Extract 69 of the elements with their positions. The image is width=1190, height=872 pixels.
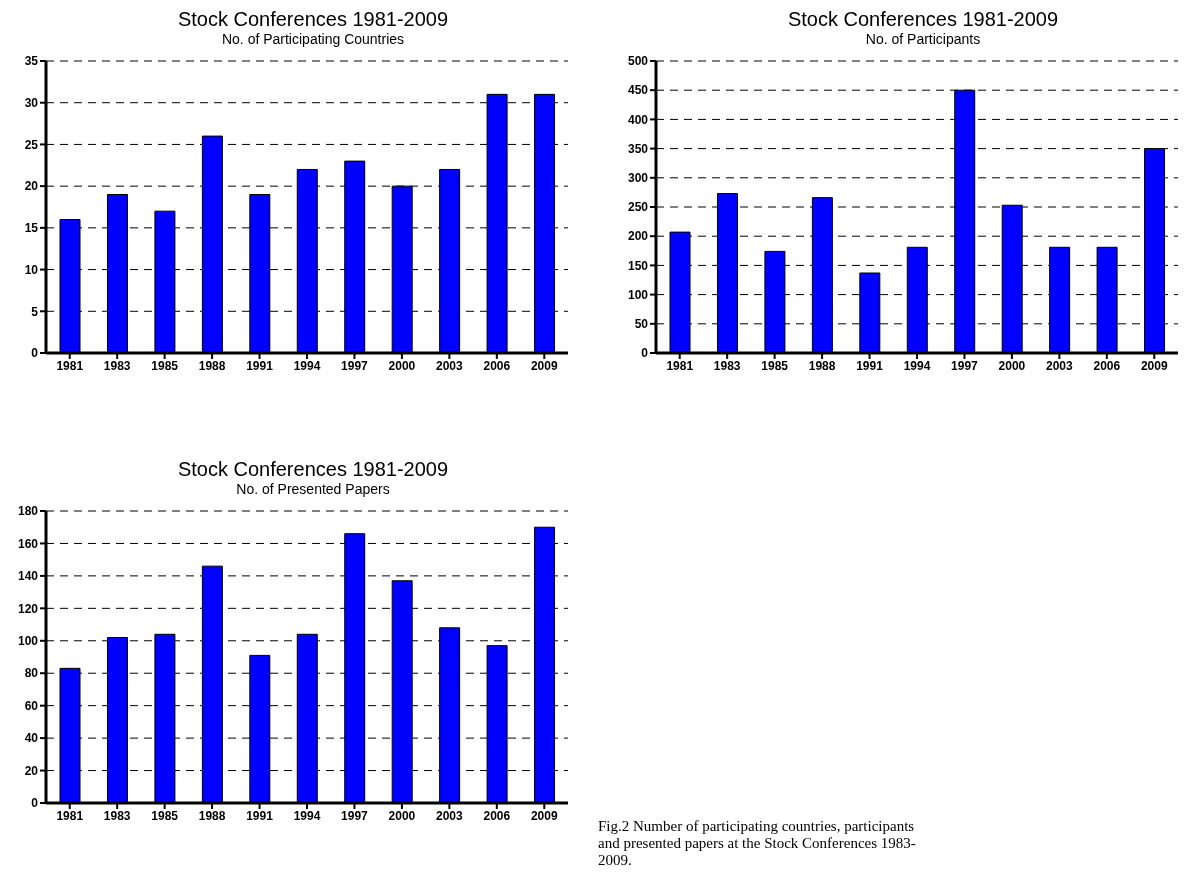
y-tick-label: 300 bbox=[627, 171, 649, 186]
x-tick-label: 2006 bbox=[1093, 358, 1121, 373]
y-tick-label: 25 bbox=[24, 137, 39, 152]
x-tick-label: 1997 bbox=[951, 358, 979, 373]
chart-subtitle: No. of Participating Countries bbox=[220, 31, 406, 47]
chart-title: Stock Conferences 1981-2009 bbox=[786, 8, 1060, 31]
x-tick-label: 2000 bbox=[388, 358, 416, 373]
x-tick-label: 1991 bbox=[856, 358, 884, 373]
y-tick-label: 160 bbox=[17, 536, 39, 551]
y-tick-label: 200 bbox=[627, 229, 649, 244]
chart-title: Stock Conferences 1981-2009 bbox=[176, 458, 450, 481]
caption: Fig.2 Number of participating countries, participants and presented papers at the Stock Conferences 1983-2009. bbox=[598, 818, 917, 869]
y-tick-label: 180 bbox=[17, 504, 39, 519]
chart-subtitle: No. of Participants bbox=[864, 31, 982, 47]
x-tick-label: 1985 bbox=[151, 358, 179, 373]
y-tick-label: 250 bbox=[627, 200, 649, 215]
y-tick-label: 0 bbox=[31, 796, 39, 811]
x-tick-label: 1983 bbox=[103, 358, 131, 373]
x-tick-label: 1985 bbox=[761, 358, 789, 373]
x-tick-label: 1981 bbox=[666, 358, 694, 373]
x-tick-label: 1988 bbox=[808, 358, 836, 373]
y-tick-label: 150 bbox=[627, 258, 649, 273]
y-tick-label: 60 bbox=[24, 698, 39, 713]
chart-title: Stock Conferences 1981-2009 bbox=[176, 8, 450, 31]
y-tick-label: 0 bbox=[641, 346, 649, 361]
x-tick-label: 2000 bbox=[998, 358, 1026, 373]
x-tick-label: 1985 bbox=[151, 808, 179, 823]
y-tick-label: 350 bbox=[627, 141, 649, 156]
x-tick-label: 1983 bbox=[713, 358, 741, 373]
y-tick-label: 140 bbox=[17, 569, 39, 584]
x-tick-label: 1997 bbox=[341, 808, 369, 823]
y-tick-label: 450 bbox=[627, 83, 649, 98]
x-tick-label: 2000 bbox=[388, 808, 416, 823]
y-tick-label: 40 bbox=[24, 731, 39, 746]
y-tick-label: 20 bbox=[24, 763, 39, 778]
x-tick-label: 2003 bbox=[436, 358, 464, 373]
x-tick-label: 1994 bbox=[903, 358, 931, 373]
x-tick-label: 2003 bbox=[1046, 358, 1074, 373]
y-tick-label: 0 bbox=[31, 346, 39, 361]
x-tick-label: 2009 bbox=[530, 358, 558, 373]
y-tick-label: 500 bbox=[627, 54, 649, 69]
chart-subtitle: No. of Presented Papers bbox=[235, 481, 391, 497]
y-tick-label: 100 bbox=[17, 634, 39, 649]
x-tick-label: 1991 bbox=[246, 808, 274, 823]
x-tick-label: 2006 bbox=[483, 808, 511, 823]
y-tick-label: 100 bbox=[627, 287, 649, 302]
y-tick-label: 30 bbox=[24, 95, 39, 110]
x-tick-label: 1981 bbox=[56, 358, 84, 373]
x-tick-label: 2009 bbox=[1140, 358, 1168, 373]
y-tick-label: 10 bbox=[24, 262, 39, 277]
x-tick-label: 1997 bbox=[341, 358, 369, 373]
x-tick-label: 2006 bbox=[483, 358, 511, 373]
x-tick-label: 2009 bbox=[530, 808, 558, 823]
x-tick-label: 1981 bbox=[56, 808, 84, 823]
x-tick-label: 1983 bbox=[103, 808, 131, 823]
y-tick-label: 20 bbox=[24, 179, 39, 194]
y-tick-label: 120 bbox=[17, 601, 39, 616]
x-tick-label: 2003 bbox=[436, 808, 464, 823]
x-tick-label: 1994 bbox=[293, 808, 321, 823]
y-tick-label: 50 bbox=[634, 317, 649, 332]
y-tick-label: 15 bbox=[24, 221, 39, 236]
x-tick-label: 1988 bbox=[198, 358, 226, 373]
x-tick-label: 1988 bbox=[198, 808, 226, 823]
x-tick-label: 1994 bbox=[293, 358, 321, 373]
y-tick-label: 400 bbox=[627, 112, 649, 127]
y-tick-label: 5 bbox=[31, 304, 39, 319]
y-tick-label: 35 bbox=[24, 54, 39, 69]
x-tick-label: 1991 bbox=[246, 358, 274, 373]
y-tick-label: 80 bbox=[24, 666, 39, 681]
